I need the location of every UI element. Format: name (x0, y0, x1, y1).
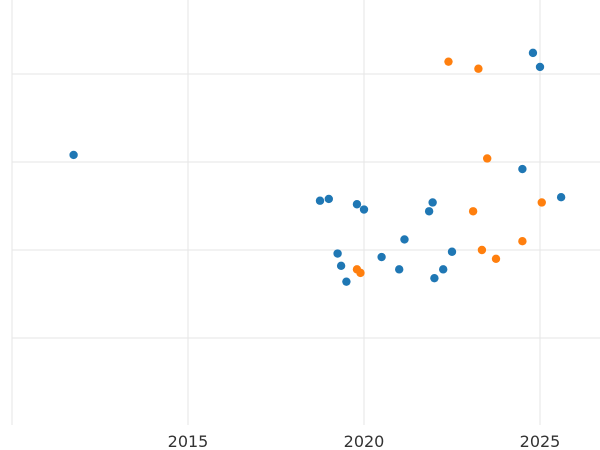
x-tick-label: 2025 (520, 432, 561, 450)
data-point-series-1 (342, 277, 351, 286)
data-point-series-1 (428, 198, 437, 207)
data-point-series-1 (352, 200, 362, 209)
data-point-series-1 (535, 62, 545, 72)
data-point-series-2 (474, 64, 483, 73)
x-tick-labels: 2015 2020 2025 (168, 432, 561, 450)
data-point-series-2 (477, 245, 487, 255)
data-point-series-1 (359, 205, 369, 214)
data-point-series-1 (324, 194, 333, 204)
x-tick-label: 2020 (344, 432, 385, 450)
data-point-series-1 (439, 265, 448, 274)
data-point-series-1 (315, 196, 325, 205)
data-point-series-1 (528, 48, 538, 58)
data-point-series-1 (518, 164, 527, 174)
data-point-series-2 (356, 268, 365, 278)
data-point-series-1 (424, 207, 434, 216)
points-layer (69, 48, 566, 286)
grid-layer (11, 0, 600, 425)
data-point-series-2 (444, 57, 453, 66)
data-point-series-2 (483, 154, 492, 163)
data-point-series-1 (336, 261, 346, 271)
data-point-series-1 (377, 252, 386, 262)
data-point-series-2 (537, 198, 546, 207)
data-point-series-1 (69, 150, 78, 160)
data-point-series-1 (395, 265, 404, 274)
x-tick-label: 2015 (168, 432, 209, 450)
data-point-series-2 (491, 254, 501, 263)
data-point-series-1 (430, 273, 439, 283)
data-point-series-1 (556, 193, 566, 202)
data-point-series-2 (518, 237, 527, 246)
data-point-series-1 (333, 249, 342, 258)
data-point-series-2 (468, 207, 478, 216)
data-point-series-1 (447, 247, 457, 256)
data-point-series-1 (400, 235, 409, 244)
